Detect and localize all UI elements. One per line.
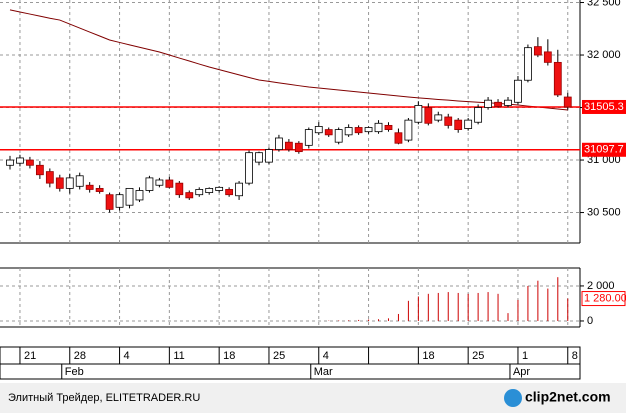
candle-body xyxy=(175,182,184,196)
candle-body xyxy=(474,107,483,123)
candle-body xyxy=(55,177,64,189)
candle-body xyxy=(374,122,383,133)
logo-text: clip2net.com xyxy=(525,389,611,405)
candle-body xyxy=(35,164,44,176)
y-tick-label: 32 000 xyxy=(587,49,621,61)
candle-body xyxy=(524,47,532,81)
candle-body xyxy=(464,119,473,129)
candle-body xyxy=(165,179,174,188)
candle-body xyxy=(185,192,194,199)
candle-body xyxy=(155,179,164,186)
candle-body xyxy=(65,177,74,189)
candle-body xyxy=(444,116,453,126)
candle-body xyxy=(26,159,34,166)
candle-body xyxy=(105,194,114,210)
x-tick-label: 25 xyxy=(472,350,484,362)
candle-body xyxy=(394,132,403,144)
month-label: Apr xyxy=(513,366,530,378)
y-tick-label: 32 500 xyxy=(587,0,621,8)
volume-tick-label: 2 000 xyxy=(587,280,615,292)
candle-body xyxy=(75,175,84,187)
candle-body xyxy=(135,190,144,201)
candle-body xyxy=(364,127,373,133)
candle-body xyxy=(45,171,54,184)
candle-body xyxy=(6,159,14,166)
volume-tick-label: 0 xyxy=(587,315,593,327)
y-tick-label: 31 000 xyxy=(587,154,621,166)
candle-body xyxy=(454,119,463,130)
level-label-box xyxy=(582,99,626,114)
candle-body xyxy=(265,149,273,163)
candle-body xyxy=(384,124,393,130)
candle-body xyxy=(125,187,134,206)
candle-body xyxy=(553,61,562,96)
candle-body xyxy=(334,129,343,143)
candle-body xyxy=(245,152,253,184)
candle-body xyxy=(235,182,243,197)
candle-body xyxy=(563,96,572,108)
candle-body xyxy=(275,137,283,150)
level-label: 31097.7 xyxy=(584,144,624,156)
date-axis xyxy=(0,346,581,380)
candle-body xyxy=(294,142,303,153)
moving-average xyxy=(9,9,568,111)
candle-body xyxy=(543,51,552,63)
volume-level-box xyxy=(581,291,626,307)
candle-body xyxy=(16,157,24,164)
month-label: Feb xyxy=(65,366,84,378)
candle-body xyxy=(533,46,542,56)
candle-body xyxy=(145,177,154,191)
x-tick-label: 1 xyxy=(522,350,528,362)
y-tick-label: 30 500 xyxy=(587,206,621,218)
x-tick-label: 8 xyxy=(572,350,578,362)
month-label: Mar xyxy=(314,366,333,378)
logo-icon xyxy=(504,389,522,407)
candle-body xyxy=(85,184,94,190)
candle-body xyxy=(324,129,333,136)
candle-body xyxy=(304,129,313,146)
candle-body xyxy=(255,152,263,163)
candle-body xyxy=(344,127,353,136)
candle-body xyxy=(424,107,433,124)
candle-body xyxy=(115,194,124,208)
candle-body xyxy=(414,105,423,123)
candle-body xyxy=(504,99,512,106)
candle-body xyxy=(494,101,502,107)
candle-body xyxy=(225,189,234,196)
x-tick-label: 4 xyxy=(323,350,329,362)
candle-body xyxy=(484,99,492,108)
x-tick-label: 18 xyxy=(223,350,235,362)
level-label: 31505.3 xyxy=(584,101,624,113)
level-label-box xyxy=(582,142,626,157)
candle-body xyxy=(314,126,323,134)
candle-body xyxy=(205,187,214,193)
x-tick-label: 4 xyxy=(124,350,130,362)
candle-body xyxy=(354,127,363,134)
x-tick-label: 21 xyxy=(24,350,36,362)
footer-source: Элитный Трейдер, ELITETRADER.RU xyxy=(8,392,200,404)
candle-body xyxy=(215,186,224,191)
candle-body xyxy=(195,189,204,196)
candle-body xyxy=(514,79,522,103)
candle-body xyxy=(95,187,104,192)
volume-level-label: 1 280.00 xyxy=(584,292,626,304)
x-tick-label: 25 xyxy=(273,350,285,362)
x-tick-label: 11 xyxy=(173,350,184,362)
candle-body xyxy=(404,119,413,141)
candle-body xyxy=(284,141,293,150)
x-tick-label: 28 xyxy=(74,350,86,362)
candle-body xyxy=(434,114,443,121)
x-tick-label: 18 xyxy=(422,350,434,362)
